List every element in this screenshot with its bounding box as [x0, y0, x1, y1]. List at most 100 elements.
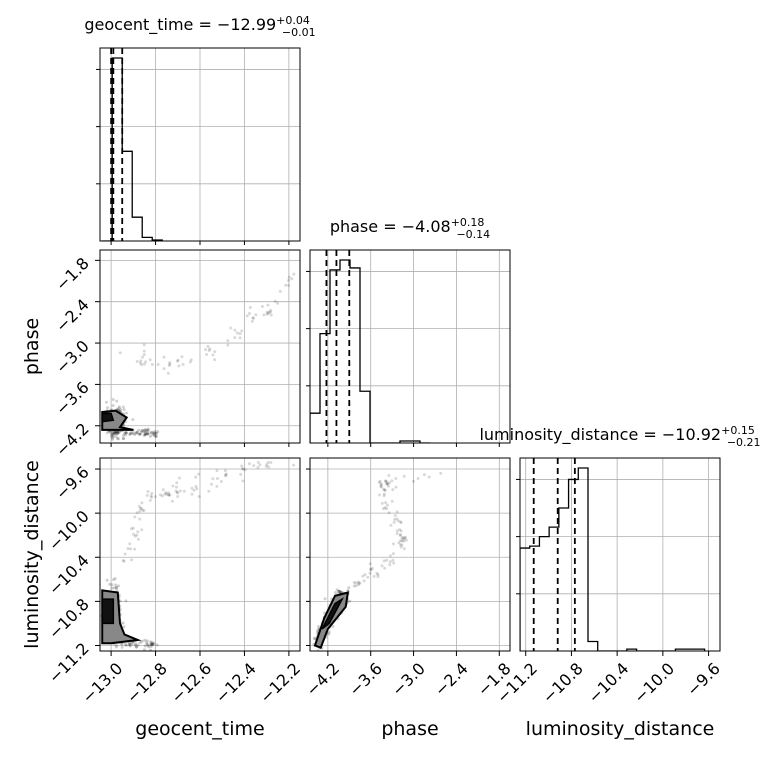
sample-point: [188, 360, 192, 364]
sample-point: [124, 431, 128, 435]
sample-point: [369, 567, 373, 571]
sample-point: [387, 473, 391, 477]
sample-point: [151, 642, 155, 646]
sample-point: [121, 437, 125, 441]
sample-point: [131, 418, 135, 422]
sample-point: [152, 432, 156, 436]
y-axis-label-luminosity_distance: luminosity_distance: [21, 460, 43, 649]
sample-point: [395, 517, 399, 521]
sample-point: [256, 466, 260, 470]
sample-point: [111, 403, 115, 407]
sample-point: [142, 349, 146, 353]
sample-point: [141, 355, 145, 359]
sample-point: [167, 493, 171, 497]
sample-point: [316, 628, 320, 632]
sample-point: [354, 584, 358, 588]
sample-point: [347, 586, 351, 590]
sample-point: [327, 630, 331, 634]
x-tick-label-luminosity_distance: −10.0: [630, 659, 678, 707]
sample-point: [240, 464, 244, 468]
sample-point: [404, 538, 408, 542]
sample-point: [391, 558, 395, 562]
sample-point: [264, 464, 268, 468]
sample-point: [233, 336, 237, 340]
sample-point: [338, 589, 342, 593]
sample-point: [129, 431, 133, 435]
sample-point: [339, 590, 343, 594]
sample-point: [399, 539, 403, 543]
sample-point: [215, 476, 219, 480]
sample-point: [352, 581, 356, 585]
sample-point: [143, 638, 147, 642]
sample-point: [376, 572, 380, 576]
y-tick-label-phase: −3.6: [52, 378, 93, 419]
sample-point: [383, 506, 387, 510]
sample-point: [385, 482, 389, 486]
sample-point: [122, 625, 126, 629]
sample-point: [394, 485, 398, 489]
sample-point: [102, 445, 105, 448]
sample-point: [260, 305, 264, 309]
sample-point: [357, 581, 361, 585]
sample-point: [287, 275, 291, 279]
sample-point: [176, 491, 180, 495]
sample-point: [207, 348, 211, 352]
y-tick-label-luminosity_distance: −9.6: [52, 462, 93, 503]
x-tick-label-luminosity_distance: −10.4: [584, 659, 632, 707]
sample-point: [382, 559, 386, 563]
sample-point: [119, 408, 123, 412]
sample-point: [235, 331, 239, 335]
sample-point: [213, 350, 217, 354]
sample-point: [115, 436, 119, 440]
sample-point: [113, 431, 117, 435]
sample-point: [146, 427, 150, 431]
panel-frame-phase-luminosity_distance: [309, 457, 511, 652]
sample-point: [358, 581, 362, 585]
sample-point: [287, 283, 291, 287]
sample-point: [133, 643, 137, 647]
sample-point: [240, 329, 244, 333]
sample-point: [140, 363, 144, 367]
sample-point: [182, 489, 186, 493]
sample-point: [128, 432, 132, 436]
sample-point: [384, 479, 388, 483]
sample-point: [166, 371, 170, 375]
sample-point: [278, 289, 282, 293]
x-tick-label-phase: −4.2: [302, 659, 343, 700]
sample-point: [386, 484, 390, 488]
sample-point: [394, 476, 398, 480]
sample-point: [194, 484, 198, 488]
sample-point: [284, 283, 288, 287]
sample-point: [167, 491, 171, 495]
sample-point: [197, 495, 201, 499]
sample-point: [111, 398, 115, 402]
sample-point: [121, 621, 125, 625]
sample-point: [110, 586, 114, 590]
sample-point: [146, 432, 150, 436]
sample-point: [115, 399, 119, 403]
sample-point: [393, 517, 397, 521]
sample-point: [356, 583, 360, 587]
sample-point: [110, 435, 114, 439]
sample-point: [122, 436, 126, 440]
x-tick-label-geocent_time: −12.2: [256, 659, 304, 707]
sample-point: [149, 431, 153, 435]
sample-point: [375, 571, 379, 575]
sample-point: [422, 473, 426, 477]
sample-point: [128, 432, 132, 436]
sample-point: [154, 431, 158, 435]
sample-point: [116, 407, 120, 411]
sample-point: [224, 472, 228, 476]
sample-point: [388, 560, 392, 564]
sample-point: [165, 492, 169, 496]
sample-point: [114, 583, 118, 587]
sample-point: [154, 434, 158, 438]
sample-point: [195, 487, 199, 491]
sample-point: [363, 573, 367, 577]
sample-point: [140, 528, 144, 532]
sample-point: [377, 493, 381, 497]
sample-point: [113, 577, 117, 581]
sample-point: [141, 508, 145, 512]
title-geocent_time: geocent_time = −12.99+0.04 −0.01: [84, 14, 315, 39]
sample-point: [155, 643, 159, 647]
